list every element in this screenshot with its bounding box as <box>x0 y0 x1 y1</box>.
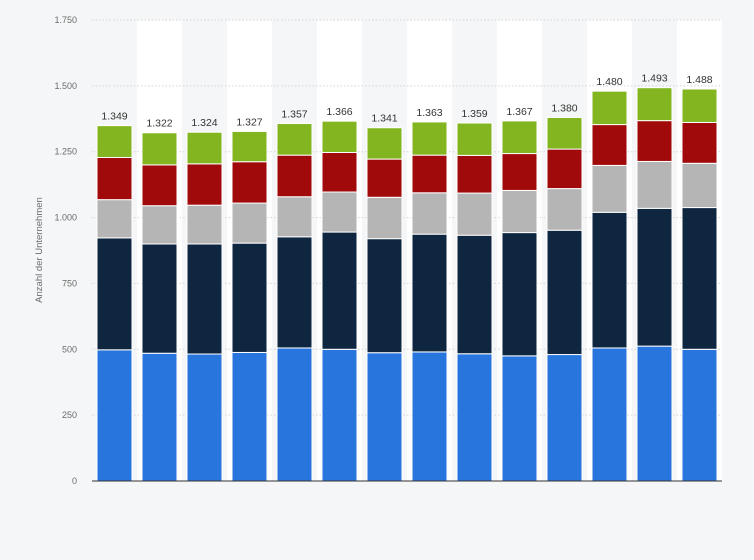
total-label: 1.367 <box>506 106 532 118</box>
bar-segment-1 <box>366 352 403 482</box>
bar-segment-2 <box>231 242 268 353</box>
y-tick-label: 1.250 <box>54 147 77 157</box>
bar-segment-3 <box>591 164 628 213</box>
bar-segment-1 <box>141 352 178 482</box>
bar-segment-1 <box>411 351 448 482</box>
bar-segment-4 <box>186 163 223 206</box>
bar-segment-4 <box>276 154 313 198</box>
total-label: 1.480 <box>596 76 622 88</box>
total-label: 1.349 <box>101 111 127 123</box>
bar-segment-5 <box>141 132 178 166</box>
bar-segment-3 <box>456 192 493 236</box>
bar-segment-4 <box>366 158 403 198</box>
bar-segment-3 <box>501 189 538 234</box>
bar-segment-4 <box>591 124 628 166</box>
bar-segment-5 <box>546 116 583 150</box>
bar-segment-5 <box>591 90 628 126</box>
bar-segment-5 <box>231 130 268 163</box>
y-tick-label: 1.750 <box>54 15 77 25</box>
bar-segment-1 <box>591 347 628 482</box>
bar-segment-1 <box>636 345 673 482</box>
total-label: 1.357 <box>281 109 307 121</box>
bar-segment-3 <box>546 188 583 231</box>
bar-segment-1 <box>186 353 223 482</box>
bar-segment-2 <box>276 236 313 349</box>
bar-segment-5 <box>96 125 133 159</box>
bar-segment-1 <box>681 348 718 482</box>
total-label: 1.488 <box>686 74 712 86</box>
bar-segment-2 <box>681 207 718 350</box>
bar-segment-3 <box>276 196 313 238</box>
bar-segment-4 <box>411 154 448 194</box>
bar-segment-3 <box>321 191 358 233</box>
y-tick-label: 500 <box>62 344 77 354</box>
bar-segment-4 <box>141 164 178 207</box>
bar-segment-5 <box>456 122 493 156</box>
total-label: 1.363 <box>416 107 442 119</box>
bar-segment-1 <box>456 353 493 482</box>
bar-segment-3 <box>681 162 718 209</box>
bar-segment-1 <box>96 349 133 482</box>
bar-segment-4 <box>501 153 538 191</box>
bar-segment-5 <box>501 120 538 155</box>
y-tick-label: 1.500 <box>54 81 77 91</box>
bar-segment-2 <box>186 243 223 355</box>
bar-segment-4 <box>681 121 718 164</box>
bar-segment-5 <box>366 127 403 160</box>
y-tick-label: 250 <box>62 410 77 420</box>
total-label: 1.324 <box>191 117 217 129</box>
total-label: 1.493 <box>641 73 667 85</box>
total-label: 1.366 <box>326 106 352 118</box>
bar-segment-4 <box>546 148 583 190</box>
total-label: 1.341 <box>371 113 397 125</box>
bar-segment-2 <box>141 243 178 354</box>
bar-segment-2 <box>321 231 358 350</box>
bar-segment-3 <box>96 199 133 239</box>
bar-segment-2 <box>411 233 448 353</box>
total-labels: 1.349 1.322 1.324 1.327 1.357 1.366 1.341 1.363… <box>101 73 712 130</box>
bar-segment-3 <box>186 204 223 245</box>
bar-segment-2 <box>591 211 628 349</box>
y-tick-label: 0 <box>72 476 77 486</box>
y-axis-title: Anzahl der Unternehmen <box>34 197 45 303</box>
bar-segment-3 <box>636 160 673 209</box>
total-label: 1.322 <box>146 118 172 130</box>
bar-segment-5 <box>186 131 223 165</box>
bar-segment-2 <box>546 229 583 356</box>
bar-segment-2 <box>636 207 673 347</box>
total-label: 1.359 <box>461 108 487 120</box>
y-tick-label: 1.000 <box>54 213 77 223</box>
bar-segment-4 <box>636 120 673 162</box>
bar-segment-1 <box>276 347 313 482</box>
total-label: 1.380 <box>551 102 577 114</box>
bar-segment-1 <box>501 355 538 482</box>
y-axis-ticks: 0 250 500 750 1.000 1.250 1.500 1.750 <box>54 15 77 486</box>
bar-segment-2 <box>366 238 403 354</box>
bar-segment-5 <box>411 121 448 156</box>
total-label: 1.327 <box>236 116 262 128</box>
bar-segment-3 <box>141 205 178 245</box>
bar-segment-1 <box>321 348 358 482</box>
bar-segment-4 <box>456 154 493 194</box>
bar-segment-2 <box>501 232 538 357</box>
bar-segment-4 <box>321 152 358 193</box>
bar-segment-2 <box>456 234 493 355</box>
bar-segment-2 <box>96 237 133 351</box>
bar-segment-1 <box>231 351 268 482</box>
bar-segment-4 <box>231 161 268 204</box>
bar-segment-4 <box>96 157 133 201</box>
bar-segment-3 <box>366 196 403 240</box>
bar-segment-5 <box>681 88 718 123</box>
y-tick-label: 750 <box>62 278 77 288</box>
bar-segment-3 <box>411 192 448 235</box>
bars <box>96 87 718 482</box>
bar-segment-1 <box>546 354 583 482</box>
bar-segment-5 <box>276 123 313 156</box>
bar-segment-3 <box>231 202 268 244</box>
bar-segment-5 <box>636 87 673 122</box>
bar-segment-5 <box>321 120 358 154</box>
